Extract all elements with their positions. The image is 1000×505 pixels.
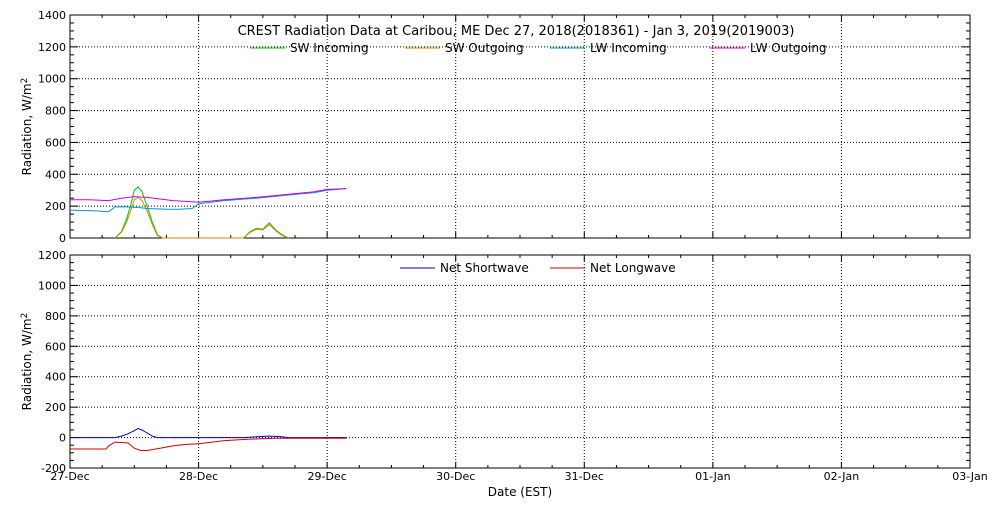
- y-tick-label: 800: [45, 105, 66, 118]
- legend-label: SW Outgoing: [445, 41, 524, 55]
- legend-label: LW Incoming: [590, 41, 667, 55]
- legend-label: Net Shortwave: [440, 261, 529, 275]
- y-tick-label: 200: [45, 200, 66, 213]
- y-tick-label: 1400: [38, 9, 66, 22]
- x-tick-label: 28-Dec: [179, 470, 218, 483]
- series-line-sw-outgoing: [114, 196, 289, 239]
- x-tick-label: 30-Dec: [436, 470, 475, 483]
- y-tick-label: 800: [45, 310, 66, 323]
- y-axis-label: Radiation, W/m2: [20, 313, 34, 411]
- x-axis-label: Date (EST): [488, 485, 552, 499]
- y-tick-label: 600: [45, 340, 66, 353]
- y-tick-label: 1000: [38, 279, 66, 292]
- y-axis-label: Radiation, W/m2: [20, 78, 34, 176]
- series-line-net-longwave: [70, 437, 347, 451]
- x-tick-label: 27-Dec: [50, 470, 89, 483]
- legend-label: SW Incoming: [290, 41, 369, 55]
- legend-label: Net Longwave: [590, 261, 676, 275]
- series-line-lw-incoming: [69, 188, 347, 213]
- plot-frame-2: [69, 254, 971, 469]
- series-line-lw-outgoing: [70, 188, 347, 203]
- y-tick-label: 1200: [38, 41, 66, 54]
- y-tick-label: 600: [45, 136, 66, 149]
- x-tick-label: 31-Dec: [565, 470, 604, 483]
- y-tick-label: 400: [45, 371, 66, 384]
- x-tick-label: 02-Jan: [824, 470, 860, 483]
- y-tick-label: 400: [45, 168, 66, 181]
- x-tick-label: 03-Jan: [952, 470, 988, 483]
- x-tick-label: 01-Jan: [695, 470, 731, 483]
- y-tick-label: 0: [59, 432, 66, 445]
- chart-title: CREST Radiation Data at Caribou, ME Dec …: [238, 24, 795, 39]
- y-tick-label: -200: [41, 462, 66, 475]
- series-line-net-shortwave: [70, 427, 347, 439]
- y-tick-label: 200: [45, 401, 66, 414]
- y-tick-label: 1000: [38, 73, 66, 86]
- y-tick-label: 0: [59, 232, 66, 245]
- x-tick-label: 29-Dec: [308, 470, 347, 483]
- y-tick-label: 1200: [38, 249, 66, 262]
- legend-label: LW Outgoing: [750, 41, 827, 55]
